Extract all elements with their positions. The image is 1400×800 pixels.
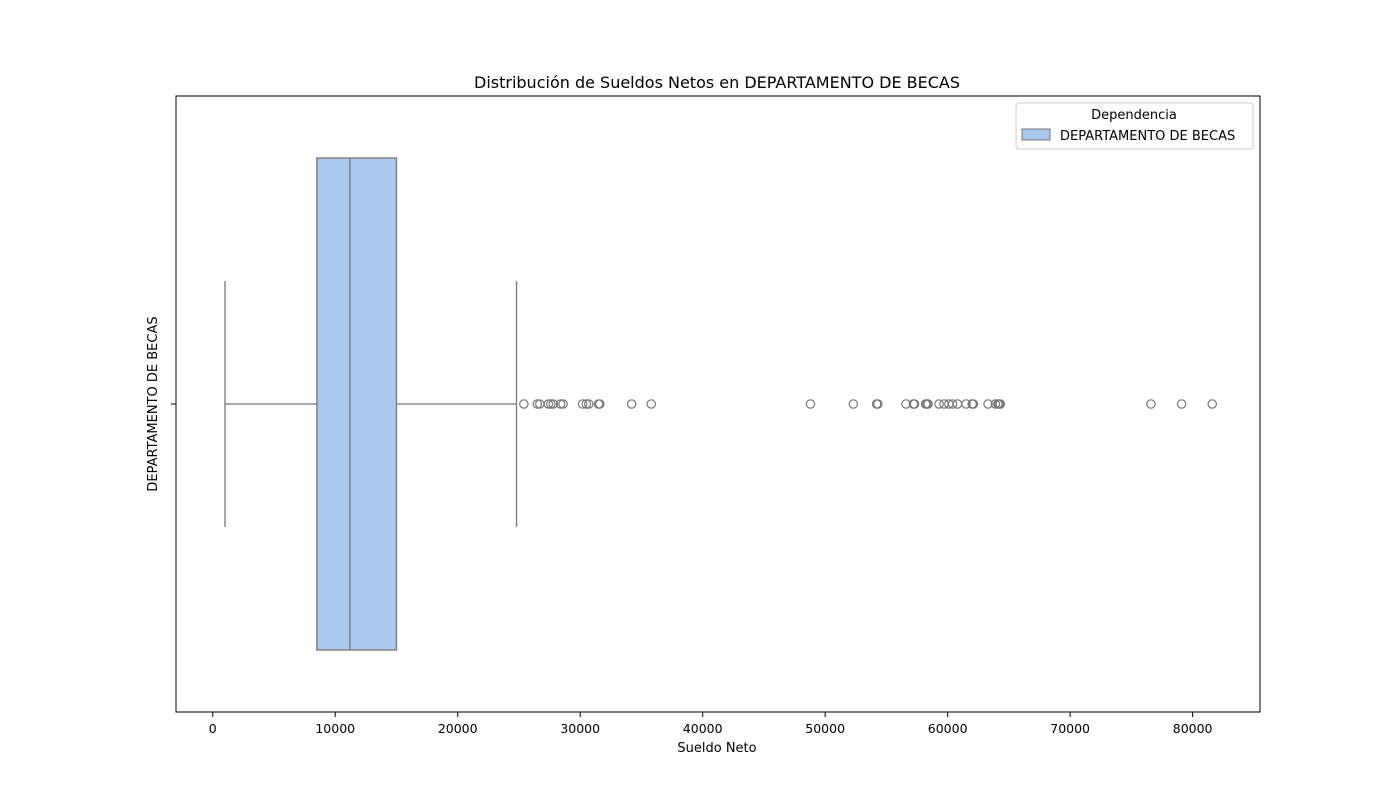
iqr-box bbox=[316, 157, 398, 651]
outlier-point bbox=[1146, 399, 1156, 409]
x-tick-label: 50000 bbox=[805, 721, 845, 736]
outlier-point bbox=[923, 399, 933, 409]
y-axis-title: DEPARTAMENTO DE BECAS bbox=[146, 316, 161, 491]
outlier-point bbox=[595, 399, 605, 409]
legend-frame bbox=[1015, 102, 1254, 150]
outlier-point bbox=[546, 399, 556, 409]
x-tick-label: 20000 bbox=[438, 721, 478, 736]
x-tick-label: 30000 bbox=[560, 721, 600, 736]
x-tick-label: 60000 bbox=[928, 721, 968, 736]
outlier-point bbox=[947, 399, 958, 409]
x-tick-label: 40000 bbox=[683, 721, 723, 736]
x-tick-label: 10000 bbox=[315, 721, 355, 736]
x-axis-title: Sueldo Neto bbox=[677, 741, 756, 756]
outlier-point bbox=[626, 399, 637, 409]
outlier-point bbox=[1176, 399, 1187, 409]
outlier-point bbox=[1207, 399, 1218, 409]
outlier-point bbox=[873, 399, 883, 409]
outlier-point bbox=[952, 399, 963, 409]
legend-swatch bbox=[1021, 128, 1051, 141]
chart-title: Distribución de Sueldos Netos en DEPARTA… bbox=[474, 73, 960, 92]
x-tick-label: 70000 bbox=[1050, 721, 1090, 736]
outlier-point bbox=[577, 399, 588, 409]
outlier-point bbox=[646, 399, 657, 409]
outlier-point bbox=[995, 399, 1006, 409]
x-tick-label: 0 bbox=[209, 721, 217, 736]
outlier-point bbox=[983, 399, 993, 409]
legend: Dependencia DEPARTAMENTO DE BECAS bbox=[1015, 102, 1254, 150]
legend-entry-label: DEPARTAMENTO DE BECAS bbox=[1060, 129, 1235, 144]
outlier-point bbox=[558, 399, 568, 409]
outlier-point bbox=[939, 399, 949, 409]
outlier-point bbox=[532, 399, 543, 409]
outlier-point bbox=[909, 399, 920, 409]
x-tick-label: 80000 bbox=[1173, 721, 1213, 736]
plot-area: 0 10000 20000 30000 40000 50000 60000 70000 8000… bbox=[171, 95, 1261, 736]
legend-title: Dependencia bbox=[1091, 108, 1177, 123]
outlier-point bbox=[555, 399, 566, 409]
outlier-point bbox=[519, 399, 529, 409]
outlier-point bbox=[805, 399, 816, 409]
outlier-point bbox=[961, 399, 971, 409]
outlier-point bbox=[968, 399, 979, 409]
outlier-point bbox=[543, 399, 554, 409]
outlier-point bbox=[583, 399, 594, 409]
outlier-point bbox=[548, 399, 559, 409]
outlier-point bbox=[848, 399, 859, 409]
outlier-point bbox=[990, 399, 1001, 409]
outlier-point bbox=[934, 399, 944, 409]
outlier-point bbox=[581, 399, 592, 409]
